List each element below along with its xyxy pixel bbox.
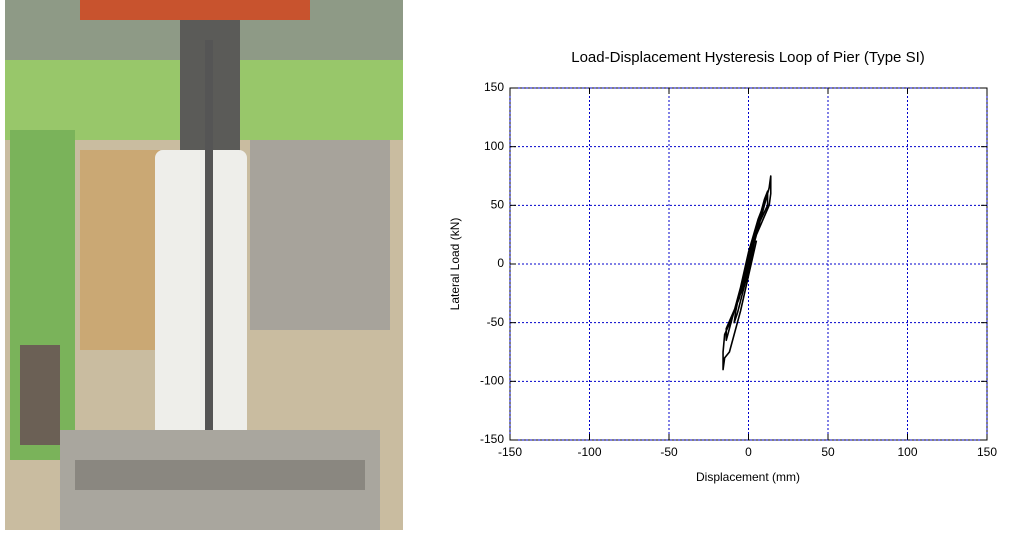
y-tick-label: -100 xyxy=(480,374,504,388)
y-tick-label: 0 xyxy=(497,256,504,270)
chart-title: Load-Displacement Hysteresis Loop of Pie… xyxy=(571,49,925,66)
x-tick-label: 150 xyxy=(977,445,997,459)
photo-red-beam xyxy=(80,0,310,20)
x-tick-label: 50 xyxy=(821,445,835,459)
photo-door xyxy=(250,140,390,330)
x-axis-label: Displacement (mm) xyxy=(696,470,800,484)
x-tick-label: -50 xyxy=(660,445,678,459)
photo-panel xyxy=(80,150,160,350)
x-tick-label: 100 xyxy=(897,445,917,459)
photo-cabinet xyxy=(20,345,60,445)
photo-rod xyxy=(205,40,213,460)
x-tick-label: 0 xyxy=(745,445,752,459)
y-axis-label: Lateral Load (kN) xyxy=(448,218,462,311)
y-tick-label: -150 xyxy=(480,432,504,446)
x-tick-label: -100 xyxy=(577,445,601,459)
y-tick-label: 150 xyxy=(484,80,504,94)
y-tick-label: 100 xyxy=(484,139,504,153)
photo xyxy=(5,0,403,530)
photo-base-plate xyxy=(75,460,365,490)
y-tick-label: 50 xyxy=(491,198,505,212)
photo-column xyxy=(155,150,247,465)
x-tick-label: -150 xyxy=(498,445,522,459)
y-tick-label: -50 xyxy=(487,315,505,329)
hysteresis-line xyxy=(722,175,772,371)
